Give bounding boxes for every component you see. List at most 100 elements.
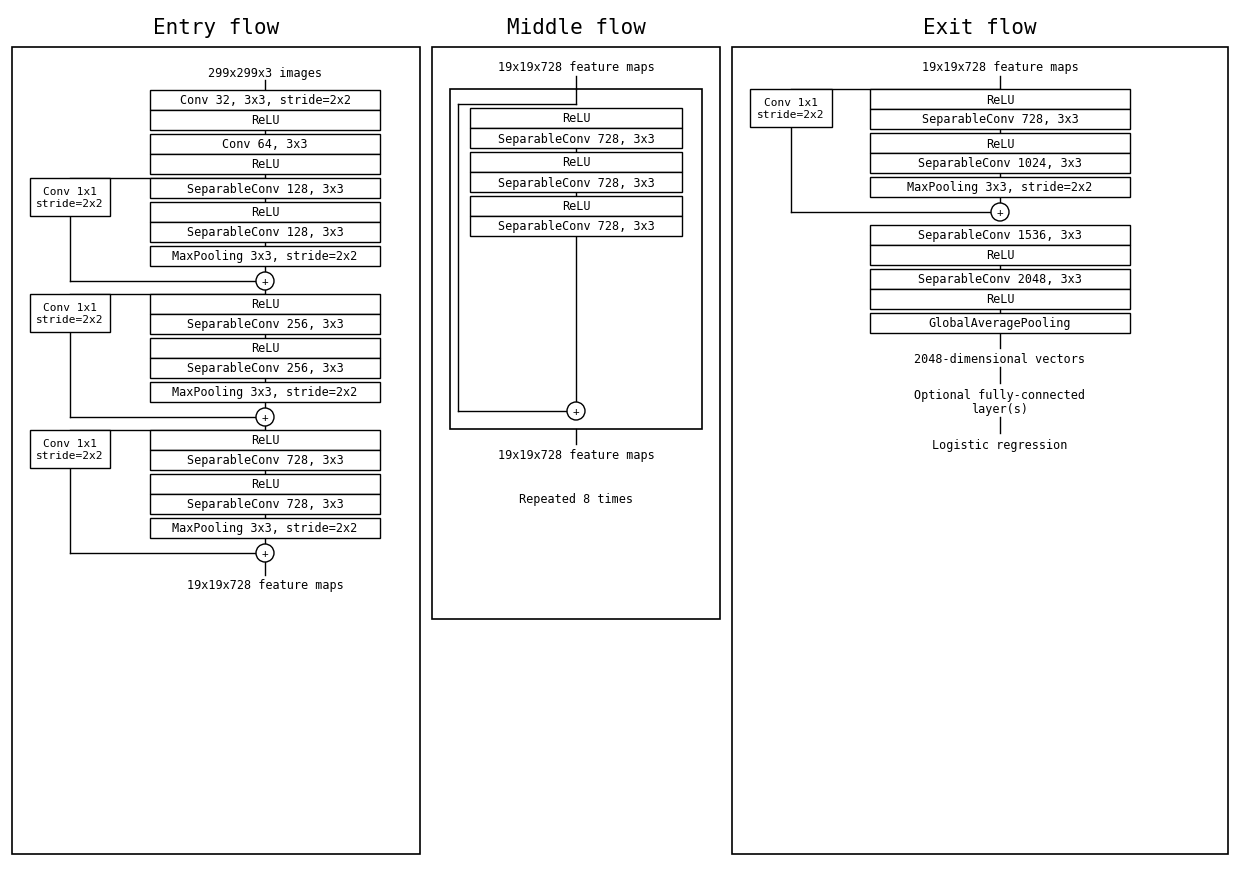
Text: SeparableConv 1536, 3x3: SeparableConv 1536, 3x3 [918, 229, 1083, 242]
Text: Conv 64, 3x3: Conv 64, 3x3 [222, 139, 308, 151]
Text: 19x19x728 feature maps: 19x19x728 feature maps [921, 61, 1079, 75]
Bar [150, 135, 379, 155]
Text: Entry flow: Entry flow [153, 18, 279, 38]
Text: Conv 1x1
stride=2x2: Conv 1x1 stride=2x2 [36, 439, 104, 460]
Text: 2048-dimensional vectors: 2048-dimensional vectors [915, 353, 1085, 366]
Bar [30, 295, 110, 333]
Circle shape [991, 204, 1009, 222]
Bar [150, 339, 379, 358]
Bar [150, 358, 379, 378]
Text: 19x19x728 feature maps: 19x19x728 feature maps [497, 61, 655, 75]
Bar [150, 203, 379, 223]
Text: SeparableConv 728, 3x3: SeparableConv 728, 3x3 [187, 454, 343, 467]
Bar [870, 313, 1130, 334]
Bar [470, 129, 682, 149]
Bar [150, 295, 379, 314]
Bar [150, 155, 379, 175]
Text: 19x19x728 feature maps: 19x19x728 feature maps [497, 449, 655, 462]
Bar [150, 474, 379, 494]
Text: Optional fully-connected: Optional fully-connected [915, 389, 1085, 402]
Bar [870, 270, 1130, 290]
Bar [870, 246, 1130, 266]
Text: ReLU: ReLU [250, 299, 279, 311]
Text: ReLU: ReLU [986, 137, 1014, 150]
Bar [870, 133, 1130, 154]
Text: +: + [997, 208, 1003, 218]
Text: ReLU: ReLU [250, 434, 279, 447]
Bar [150, 179, 379, 198]
Text: Conv 1x1
stride=2x2: Conv 1x1 stride=2x2 [36, 187, 104, 209]
Text: +: + [262, 413, 268, 422]
Bar [470, 153, 682, 173]
Text: ReLU: ReLU [562, 156, 590, 169]
Bar [470, 109, 682, 129]
Text: SeparableConv 256, 3x3: SeparableConv 256, 3x3 [187, 318, 343, 331]
Text: ReLU: ReLU [250, 478, 279, 491]
Text: SeparableConv 128, 3x3: SeparableConv 128, 3x3 [187, 227, 343, 239]
Text: MaxPooling 3x3, stride=2x2: MaxPooling 3x3, stride=2x2 [908, 181, 1092, 194]
Text: SeparableConv 728, 3x3: SeparableConv 728, 3x3 [921, 113, 1079, 126]
Bar [470, 173, 682, 193]
Bar [30, 179, 110, 217]
Bar [470, 197, 682, 217]
Text: ReLU: ReLU [986, 293, 1014, 306]
Circle shape [567, 402, 585, 421]
Text: ReLU: ReLU [986, 249, 1014, 263]
Bar [30, 430, 110, 469]
Bar [150, 111, 379, 131]
Bar [432, 48, 720, 619]
Circle shape [255, 273, 274, 291]
Text: Repeated 8 times: Repeated 8 times [520, 493, 632, 506]
Bar [12, 48, 420, 854]
Bar [150, 383, 379, 402]
Text: MaxPooling 3x3, stride=2x2: MaxPooling 3x3, stride=2x2 [172, 250, 357, 263]
Text: Exit flow: Exit flow [924, 18, 1037, 38]
Circle shape [255, 408, 274, 427]
Bar [150, 450, 379, 471]
Bar [870, 290, 1130, 310]
Text: Conv 32, 3x3, stride=2x2: Conv 32, 3x3, stride=2x2 [180, 95, 351, 107]
Bar [150, 314, 379, 335]
Bar [750, 90, 832, 128]
Text: ReLU: ReLU [250, 342, 279, 355]
Text: 299x299x3 images: 299x299x3 images [208, 67, 322, 79]
Bar [150, 494, 379, 515]
Text: SeparableConv 128, 3x3: SeparableConv 128, 3x3 [187, 183, 343, 195]
Bar [470, 217, 682, 237]
Text: ReLU: ReLU [250, 206, 279, 220]
Bar [450, 90, 702, 429]
Text: 19x19x728 feature maps: 19x19x728 feature maps [187, 579, 343, 592]
Bar [732, 48, 1228, 854]
Text: Conv 1x1
stride=2x2: Conv 1x1 stride=2x2 [758, 98, 825, 119]
Text: +: + [573, 407, 579, 416]
Bar [150, 91, 379, 111]
Text: SeparableConv 728, 3x3: SeparableConv 728, 3x3 [497, 133, 655, 146]
Bar [870, 90, 1130, 110]
Bar [870, 154, 1130, 174]
Text: GlobalAveragePooling: GlobalAveragePooling [929, 317, 1071, 330]
Text: SeparableConv 728, 3x3: SeparableConv 728, 3x3 [497, 220, 655, 234]
Text: SeparableConv 1024, 3x3: SeparableConv 1024, 3x3 [918, 157, 1083, 170]
Text: ReLU: ReLU [562, 200, 590, 213]
Text: layer(s): layer(s) [971, 403, 1028, 416]
Text: Middle flow: Middle flow [507, 18, 646, 38]
Text: MaxPooling 3x3, stride=2x2: MaxPooling 3x3, stride=2x2 [172, 522, 357, 535]
Bar [150, 518, 379, 538]
Text: ReLU: ReLU [986, 93, 1014, 106]
Text: +: + [262, 277, 268, 287]
Text: SeparableConv 256, 3x3: SeparableConv 256, 3x3 [187, 362, 343, 375]
Bar [150, 430, 379, 450]
Bar [150, 247, 379, 267]
Text: SeparableConv 728, 3x3: SeparableConv 728, 3x3 [187, 498, 343, 511]
Text: MaxPooling 3x3, stride=2x2: MaxPooling 3x3, stride=2x2 [172, 386, 357, 399]
Bar [870, 110, 1130, 130]
Text: Conv 1x1
stride=2x2: Conv 1x1 stride=2x2 [36, 303, 104, 325]
Text: +: + [262, 549, 268, 558]
Bar [870, 226, 1130, 246]
Text: ReLU: ReLU [250, 158, 279, 171]
Text: Logistic regression: Logistic regression [932, 439, 1068, 452]
Bar [870, 178, 1130, 198]
Circle shape [255, 544, 274, 563]
Text: SeparableConv 728, 3x3: SeparableConv 728, 3x3 [497, 176, 655, 190]
Text: ReLU: ReLU [562, 112, 590, 126]
